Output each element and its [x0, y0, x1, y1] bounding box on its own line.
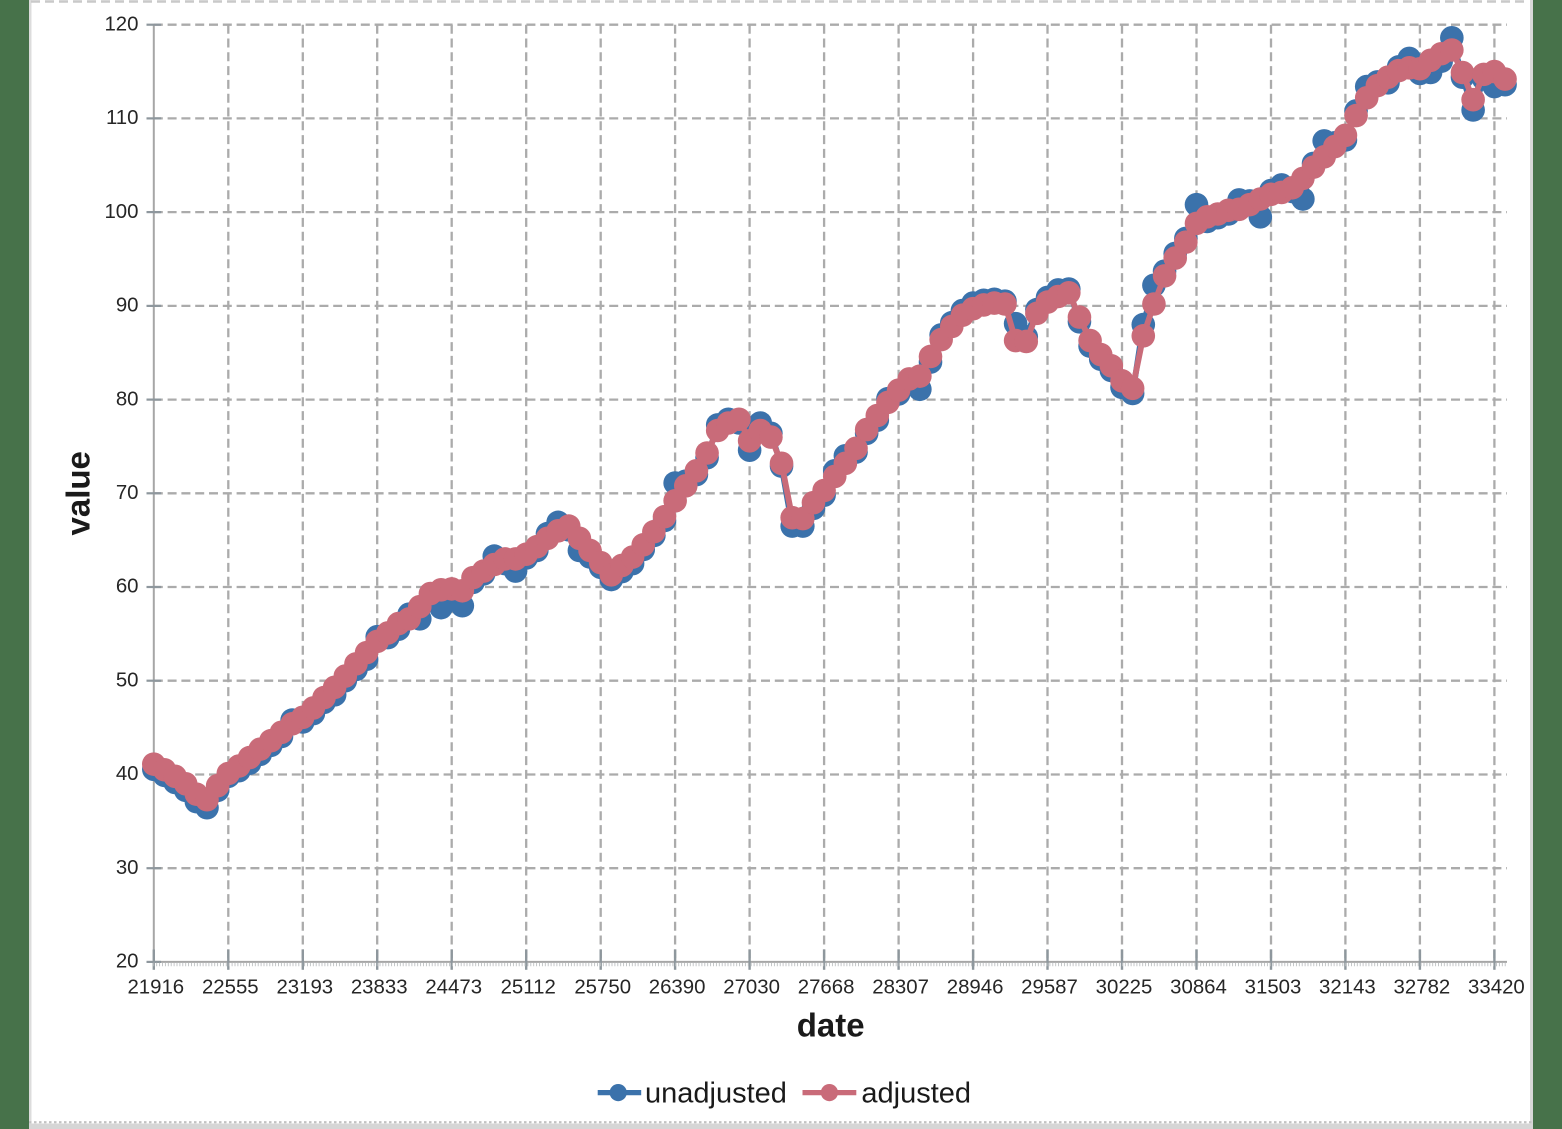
- svg-text:23193: 23193: [276, 977, 333, 999]
- svg-text:26390: 26390: [649, 977, 706, 999]
- svg-text:28946: 28946: [947, 977, 1004, 999]
- svg-text:70: 70: [116, 482, 139, 504]
- svg-text:90: 90: [116, 295, 139, 317]
- svg-text:40: 40: [116, 763, 139, 785]
- svg-text:value: value: [60, 451, 97, 535]
- svg-text:32143: 32143: [1319, 977, 1376, 999]
- svg-text:30864: 30864: [1170, 977, 1227, 999]
- svg-text:25112: 25112: [501, 977, 556, 999]
- svg-text:60: 60: [116, 576, 139, 598]
- svg-text:20: 20: [116, 951, 139, 973]
- svg-text:80: 80: [116, 388, 139, 410]
- svg-text:27668: 27668: [798, 977, 855, 999]
- svg-text:date: date: [797, 1007, 865, 1044]
- svg-text:30225: 30225: [1096, 977, 1153, 999]
- svg-text:100: 100: [104, 201, 138, 223]
- svg-text:unadjusted: unadjusted: [645, 1077, 787, 1109]
- svg-text:27030: 27030: [723, 977, 780, 999]
- svg-text:29587: 29587: [1021, 977, 1078, 999]
- svg-text:22555: 22555: [202, 977, 259, 999]
- svg-text:25750: 25750: [574, 977, 631, 999]
- svg-text:21916: 21916: [127, 977, 184, 999]
- svg-text:50: 50: [116, 669, 139, 691]
- svg-text:31503: 31503: [1245, 977, 1302, 999]
- svg-text:30: 30: [116, 857, 139, 879]
- svg-text:110: 110: [106, 107, 139, 129]
- svg-text:adjusted: adjusted: [861, 1077, 971, 1109]
- svg-text:24473: 24473: [425, 977, 482, 999]
- svg-text:120: 120: [104, 13, 138, 35]
- svg-text:28307: 28307: [872, 977, 929, 999]
- svg-text:23833: 23833: [351, 977, 408, 999]
- svg-text:32782: 32782: [1394, 977, 1451, 999]
- svg-text:33420: 33420: [1468, 977, 1525, 999]
